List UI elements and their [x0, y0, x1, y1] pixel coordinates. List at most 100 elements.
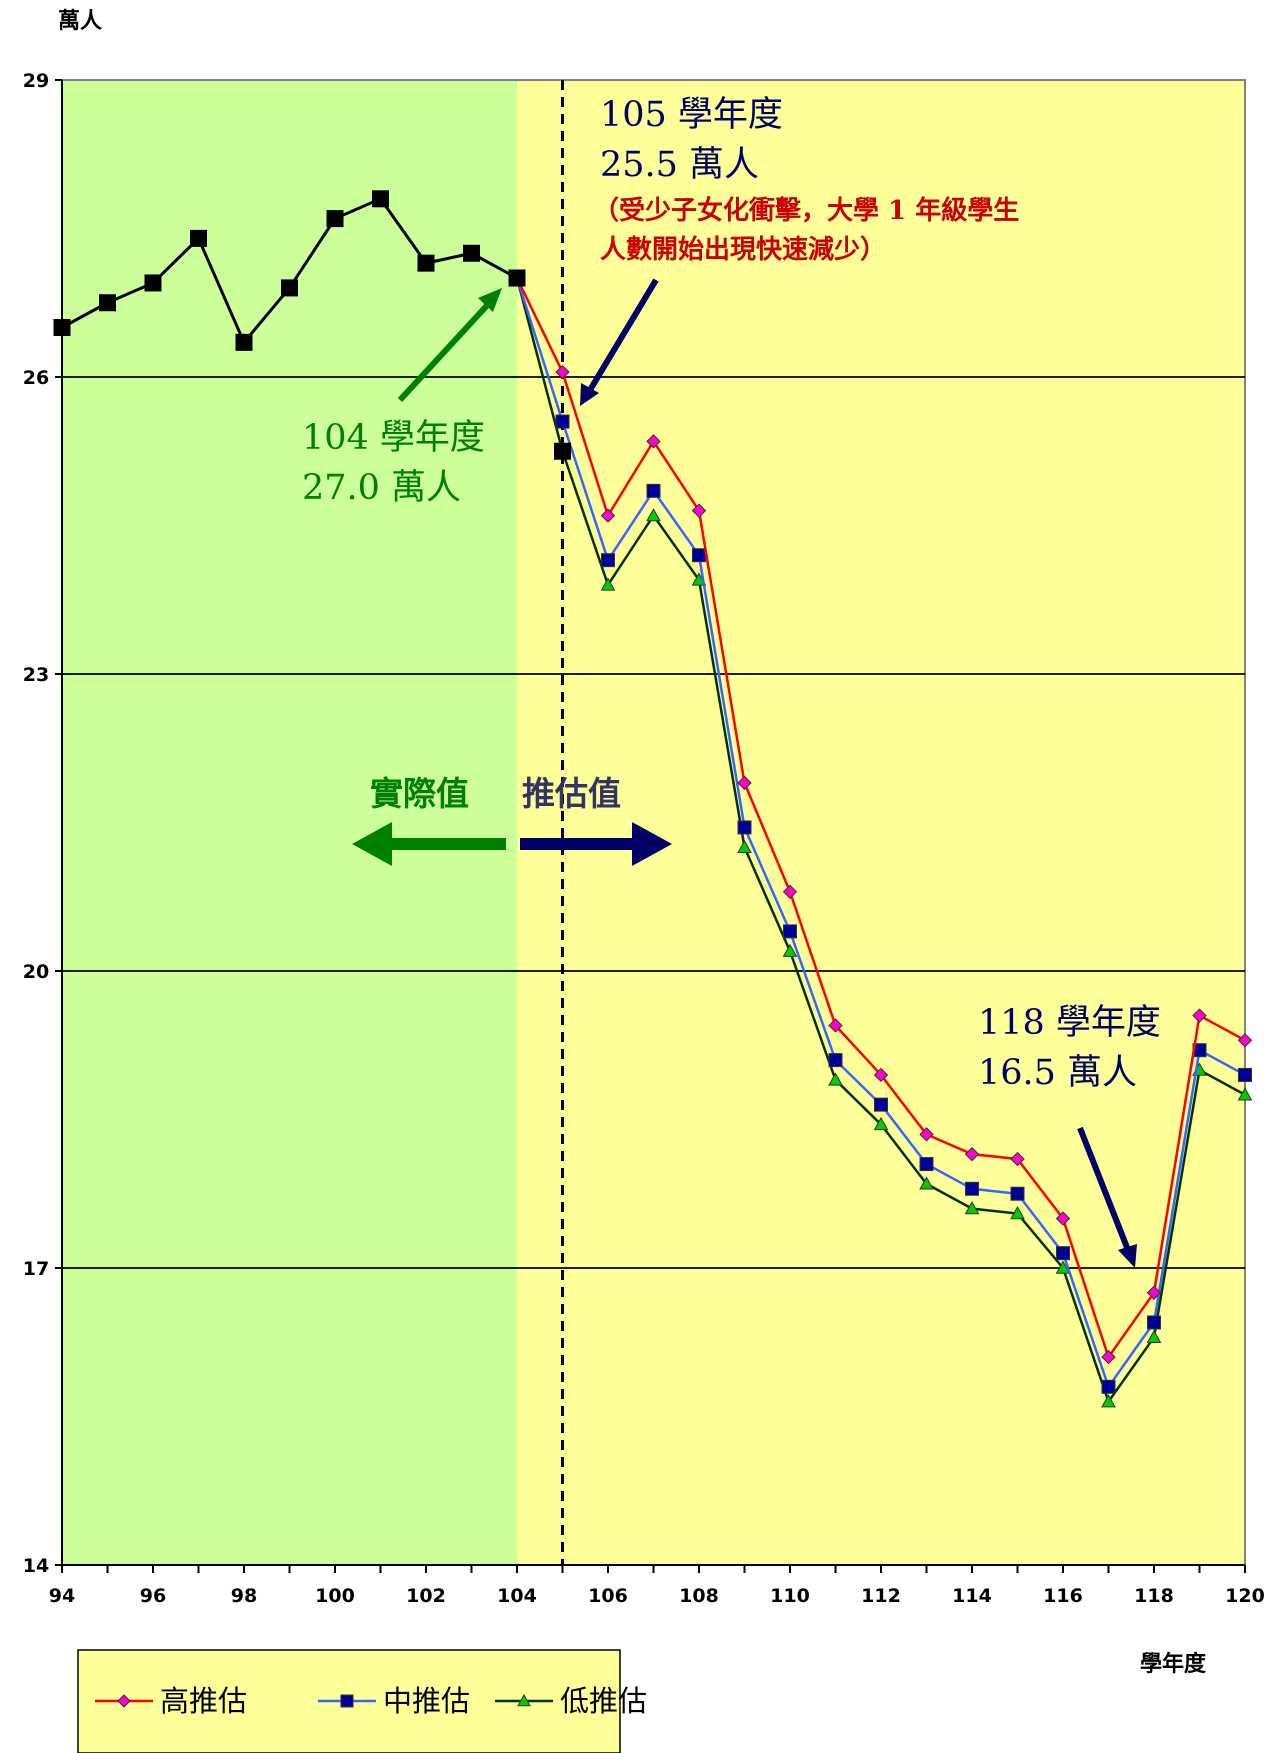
- x-tick-label: 106: [588, 1585, 628, 1607]
- annotation-104-line1: 104 學年度: [302, 418, 485, 458]
- actual-arrow-shaft: [384, 838, 506, 850]
- data-point: [372, 190, 389, 208]
- data-point: [965, 1181, 979, 1196]
- x-tick-label: 100: [315, 1585, 355, 1607]
- x-tick-label: 102: [406, 1585, 446, 1607]
- projected-label: 推估值: [522, 774, 621, 813]
- annotation-105: 105 學年度 25.5 萬人: [600, 95, 783, 185]
- data-point: [555, 414, 570, 429]
- legend-label: 低推估: [560, 1684, 647, 1718]
- legend: 高推估 中推估 低推估: [77, 1649, 647, 1753]
- x-tick-label: 120: [1225, 1585, 1265, 1607]
- data-point: [828, 1018, 843, 1033]
- annotation-105-line1: 105 學年度: [600, 95, 783, 135]
- arrow-104-head: [478, 288, 502, 312]
- data-point: [417, 254, 435, 272]
- x-tick-label: 114: [952, 1585, 992, 1607]
- region-arrows: 實際值 推估值: [352, 774, 672, 866]
- data-point: [783, 924, 797, 939]
- series-高推估: [509, 270, 1253, 1365]
- legend-label: 中推估: [383, 1684, 470, 1718]
- data-point: [463, 244, 480, 262]
- data-point: [1055, 1211, 1071, 1226]
- data-point: [1101, 1394, 1116, 1408]
- annotation-note-line2: 人數開始出現快速減少）: [600, 235, 886, 265]
- data-point: [782, 884, 798, 900]
- grid-lines: [62, 376, 1245, 1269]
- annotation-105-line2: 25.5 萬人: [600, 145, 759, 185]
- data-point: [874, 1097, 888, 1112]
- data-point: [326, 210, 344, 228]
- data-point: [964, 1201, 980, 1215]
- data-point: [737, 839, 752, 853]
- data-point: [1056, 1246, 1070, 1261]
- data-point-actual-105: [554, 442, 571, 460]
- annotation-arrows: [397, 278, 1137, 1268]
- data-point: [1238, 1067, 1252, 1082]
- actual-label: 實際值: [370, 774, 469, 813]
- annotation-118-line1: 118 學年度: [978, 1003, 1161, 1043]
- legend-marker: [117, 1694, 131, 1708]
- data-point: [53, 319, 71, 336]
- axes: 14 17 20 23 26 29 94 96 98 100 102 104 106 108 110 112 1…: [23, 70, 1265, 1607]
- annotation-118-line2: 16.5 萬人: [978, 1053, 1137, 1093]
- annotation-118: 118 學年度 16.5 萬人: [978, 1003, 1161, 1093]
- data-point: [1146, 1329, 1162, 1343]
- arrow-105-head: [580, 383, 599, 406]
- data-point: [873, 1116, 889, 1131]
- region-0: [62, 80, 517, 1565]
- data-point: [1010, 1206, 1025, 1220]
- series-中推估: [510, 271, 1252, 1394]
- data-point: [1147, 1315, 1161, 1330]
- y-tick-label: 29: [23, 70, 49, 92]
- x-axis-title: 學年度: [1140, 1651, 1207, 1677]
- legend-label: 高推估: [160, 1684, 247, 1718]
- annotation-note: （受少子女化衝擊，大學 1 年級學生 人數開始出現快速減少）: [593, 195, 1019, 265]
- x-tick-label: 118: [1134, 1585, 1174, 1607]
- data-point: [235, 333, 253, 351]
- data-point: [600, 508, 616, 523]
- arrow-118: [1077, 1126, 1131, 1252]
- data-point: [508, 269, 526, 287]
- x-tick-label: 98: [231, 1585, 257, 1607]
- data-point: [1101, 1379, 1116, 1394]
- data-point: [828, 1072, 843, 1086]
- annotation-104: 104 學年度 27.0 萬人: [302, 418, 485, 508]
- data-point: [873, 1067, 889, 1083]
- legend-marker: [340, 1694, 354, 1708]
- actual-arrow-head: [352, 822, 392, 866]
- data-point: [646, 434, 661, 449]
- projected-arrow-head: [632, 822, 672, 866]
- projected-arrow-shaft: [520, 838, 636, 850]
- data-point: [555, 364, 570, 380]
- y-tick-label: 14: [23, 1555, 49, 1577]
- data-point: [99, 294, 116, 312]
- series-actual: [53, 190, 526, 351]
- data-point: [600, 577, 616, 591]
- y-tick-label: 23: [23, 664, 49, 686]
- data-point: [737, 775, 752, 791]
- data-point: [281, 279, 298, 297]
- y-tick-label: 26: [23, 367, 49, 389]
- x-tick-label: 96: [140, 1585, 166, 1607]
- data-point: [828, 1053, 843, 1068]
- y-tick-label: 17: [23, 1258, 49, 1280]
- x-tick-label: 112: [861, 1585, 901, 1607]
- x-tick-label: 108: [679, 1585, 719, 1607]
- annotation-104-line2: 27.0 萬人: [302, 468, 461, 508]
- data-point: [1010, 1151, 1025, 1167]
- data-point: [919, 1127, 934, 1142]
- data-point: [646, 508, 661, 522]
- data-point: [1237, 1087, 1253, 1101]
- arrow-118-head: [1118, 1244, 1137, 1268]
- data-point: [1101, 1349, 1116, 1365]
- data-point: [144, 274, 162, 292]
- plot-regions: [62, 80, 1245, 1565]
- annotation-note-line1: （受少子女化衝擊，大學 1 年級學生: [593, 195, 1019, 226]
- data-point: [1010, 1186, 1025, 1201]
- arrow-104: [397, 297, 495, 403]
- data-point: [646, 483, 661, 498]
- x-tick-label: 104: [497, 1585, 537, 1607]
- x-tick-label: 110: [770, 1585, 810, 1607]
